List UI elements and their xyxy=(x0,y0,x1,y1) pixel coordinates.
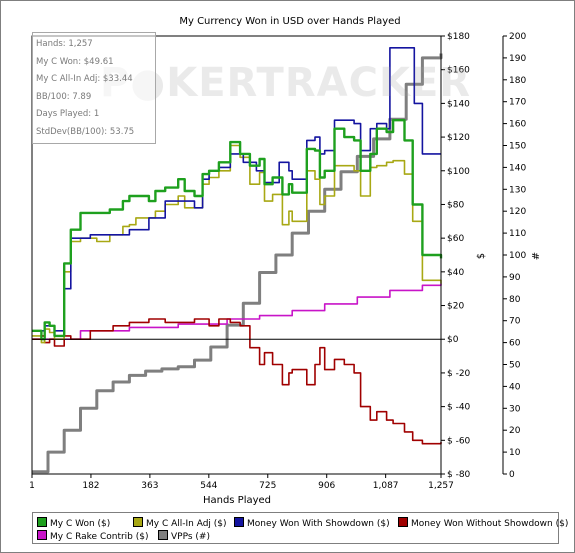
x-tick-label: 906 xyxy=(318,481,335,491)
y-right-tick-label: 160 xyxy=(509,120,526,130)
legend-label: My C Rake Contrib ($) xyxy=(50,532,149,542)
legend-swatch xyxy=(37,530,47,540)
series-layer xyxy=(32,47,443,474)
legend-item-vpps: VPPs (#) xyxy=(158,530,210,542)
series-line-money-won-without-showdown xyxy=(32,318,442,445)
legend-item-with-showdown: Money Won With Showdown ($) xyxy=(234,517,390,529)
y-right-tick-label: 190 xyxy=(509,54,526,64)
stat-hands: Hands: 1,257 xyxy=(36,39,93,49)
legend-item-my-c-won: My C Won ($) xyxy=(37,517,110,529)
y-axis-left-label: $ xyxy=(476,253,487,259)
y-right-tick-label: 80 xyxy=(509,295,521,305)
poker-tracker-watermark: P●KERTRACKER xyxy=(100,60,472,106)
y-right-tick-label: 180 xyxy=(509,76,526,86)
y-right-tick-label: 110 xyxy=(509,229,526,239)
y-axis-right-label: # xyxy=(531,252,542,260)
y-right-tick-label: 100 xyxy=(509,251,526,261)
legend-swatch xyxy=(37,517,47,527)
y-right-tick-label: 170 xyxy=(509,98,526,108)
y-left-tick-label: $40 xyxy=(447,268,464,278)
y-right-tick-label: 30 xyxy=(509,404,521,414)
y-left-tick-label: $ -80 xyxy=(447,470,471,480)
y-right-tick-label: 120 xyxy=(509,207,526,217)
series-line-my-c-all-in-adj xyxy=(32,144,442,344)
y-left-tick-label: $ -60 xyxy=(447,436,471,446)
legend-swatch xyxy=(234,517,244,527)
legend-label: My C Won ($) xyxy=(50,519,111,529)
y-right-tick-label: 20 xyxy=(509,426,521,436)
legend-label: Money Won With Showdown ($) xyxy=(247,519,390,529)
y-left-tick-label: $60 xyxy=(447,234,464,244)
y-right-tick-label: 10 xyxy=(509,448,521,458)
y-right-tick-label: 130 xyxy=(509,185,526,195)
series-line-my-c-rake-contrib xyxy=(32,283,442,340)
y-right-tick-label: 60 xyxy=(509,339,521,349)
legend-label: Money Won Without Showdown ($) xyxy=(411,519,569,529)
stat-all-in-adj: My C All-In Adj: $33.44 xyxy=(36,74,133,85)
y-right-tick-label: 70 xyxy=(509,317,521,327)
x-tick-label: 182 xyxy=(82,481,99,491)
legend-item-all-in-adj: My C All-In Adj ($) xyxy=(133,517,227,529)
legend-swatch xyxy=(158,530,168,540)
x-tick-label: 1,257 xyxy=(428,481,454,491)
y-left-tick-label: $ -40 xyxy=(447,403,471,413)
y-left-tick-label: $180 xyxy=(447,32,470,42)
y-left-tick-label: $20 xyxy=(447,302,464,312)
y-right-tick-label: 90 xyxy=(509,273,521,283)
y-right-tick-label: 0 xyxy=(509,470,515,480)
x-axis-label: Hands Played xyxy=(203,495,271,506)
legend-label: VPPs (#) xyxy=(171,532,210,542)
chart-title: My Currency Won in USD over Hands Played xyxy=(179,16,400,27)
x-tick-label: 363 xyxy=(141,481,158,491)
stat-bb-per-100: BB/100: 7.89 xyxy=(36,91,92,102)
y-left-tick-label: $120 xyxy=(447,133,470,143)
y-left-tick-label: $140 xyxy=(447,99,470,109)
y-right-tick-label: 150 xyxy=(509,142,526,152)
x-tick-label: 725 xyxy=(259,481,276,491)
legend-item-without-showdown: Money Won Without Showdown ($) xyxy=(398,517,568,529)
y-left-tick-label: $0 xyxy=(447,335,459,345)
x-tick-label: 544 xyxy=(200,481,217,491)
x-tick-label: 1,087 xyxy=(373,481,399,491)
axes-layer: 1 182 363 544 725 906 1,087 1,257 $180 $160 $140 $1… xyxy=(29,32,526,491)
y-left-tick-label: $160 xyxy=(447,66,470,76)
plot-border xyxy=(31,35,442,475)
stat-days-played: Days Played: 1 xyxy=(36,109,100,120)
y-right-tick-label: 40 xyxy=(509,382,521,392)
y-right-tick-label: 200 xyxy=(509,32,526,42)
y-left-tick-label: $100 xyxy=(447,167,470,177)
stats-box: Hands: 1,257 My C Won: $49.61 My C All-I… xyxy=(32,32,156,144)
series-line-my-c-won xyxy=(32,119,443,341)
legend-item-rake-contrib: My C Rake Contrib ($) xyxy=(37,530,149,542)
stat-won: My C Won: $49.61 xyxy=(36,56,114,67)
stat-stddev: StdDev(BB/100): 53.75 xyxy=(36,126,135,137)
legend: My C Won ($) My C All-In Adj ($) Money W… xyxy=(32,512,568,544)
legend-swatch xyxy=(133,517,143,527)
y-right-tick-label: 50 xyxy=(509,361,521,371)
legend-swatch xyxy=(398,517,408,527)
legend-label: My C All-In Adj ($) xyxy=(146,519,227,529)
y-right-tick-label: 140 xyxy=(509,163,526,173)
x-tick-label: 1 xyxy=(29,481,35,491)
y-left-tick-label: $ -20 xyxy=(447,369,471,379)
y-left-tick-label: $80 xyxy=(447,200,464,210)
